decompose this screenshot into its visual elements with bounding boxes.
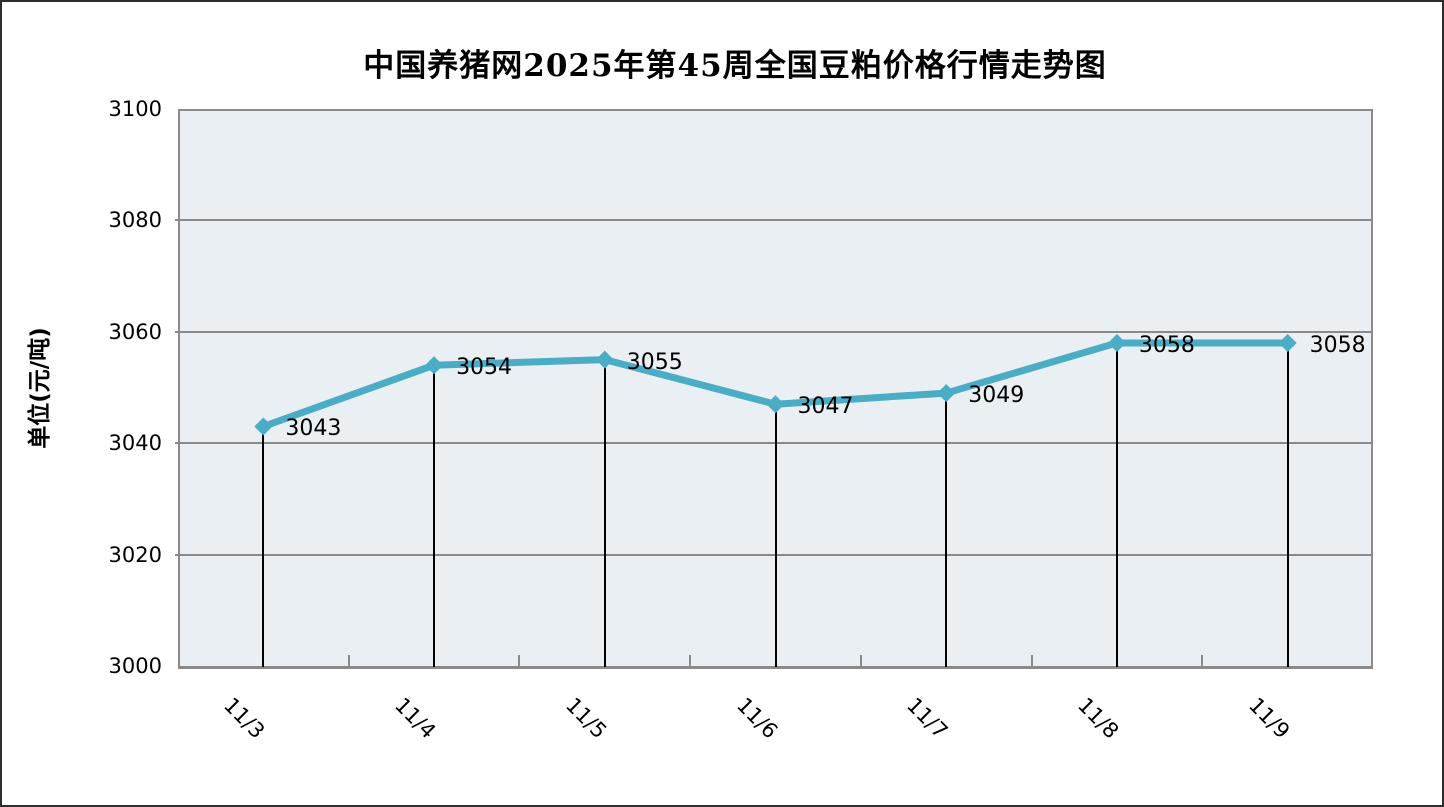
x-axis-boundary-tick — [689, 655, 692, 666]
drop-line — [774, 404, 777, 667]
x-axis-boundary-tick — [1030, 655, 1033, 666]
x-axis-boundary-tick — [859, 655, 862, 666]
x-axis-label: 11/3 — [219, 693, 270, 744]
y-tick-label: 3020 — [108, 542, 162, 567]
y-tick-label: 3100 — [108, 97, 162, 121]
drop-line — [262, 426, 265, 667]
drop-line — [1115, 342, 1118, 667]
gridline — [175, 553, 1373, 556]
x-axis-boundary-tick — [1201, 655, 1204, 666]
data-label: 3043 — [285, 416, 342, 442]
y-tick-label: 3060 — [108, 319, 162, 344]
drop-line — [603, 359, 606, 667]
drop-line — [1286, 342, 1289, 667]
x-axis-label: 11/6 — [731, 693, 782, 744]
x-axis-label: 11/9 — [1243, 693, 1294, 744]
x-axis-label: 11/5 — [560, 693, 612, 744]
gridline — [175, 442, 1373, 445]
data-label: 3058 — [1309, 332, 1366, 358]
y-tick-label: 3000 — [108, 654, 162, 678]
y-axis-title: 单位(元/吨) — [27, 327, 53, 449]
data-label: 3058 — [1138, 332, 1195, 358]
x-axis-boundary-tick — [347, 655, 350, 666]
x-axis-label: 11/7 — [902, 693, 953, 744]
drop-line — [433, 365, 436, 667]
drop-line — [945, 393, 948, 667]
x-axis-boundary-tick — [518, 655, 521, 666]
data-label: 3055 — [626, 349, 683, 375]
y-tick-label: 3040 — [108, 431, 162, 456]
x-axis-label: 11/8 — [1072, 693, 1124, 744]
gridline — [175, 219, 1373, 222]
data-label: 3054 — [456, 355, 513, 381]
data-label: 3049 — [968, 383, 1025, 409]
data-label: 3047 — [797, 394, 854, 420]
y-tick-label: 3080 — [108, 208, 162, 233]
gridline — [175, 330, 1373, 333]
x-axis-label: 11/4 — [390, 693, 441, 744]
page-title: 中国养猪网2025年第45周全国豆粕价格行情走势图 — [363, 48, 1107, 84]
